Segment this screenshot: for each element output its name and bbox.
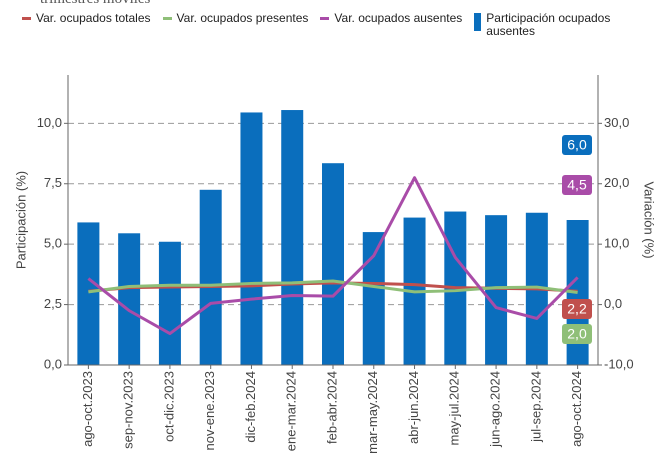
y-axis-title: Participación (%): [13, 171, 28, 269]
y2-tick-label: 10,0: [604, 236, 629, 251]
bar: [281, 110, 304, 366]
line-series: [87, 176, 579, 336]
legend-swatch: [474, 13, 482, 31]
legend: Var. ocupados totales Var. ocupados prese…: [22, 12, 633, 38]
y-tick-label: 5,0: [44, 236, 62, 251]
y-tick-label: 2,5: [44, 296, 62, 311]
legend-item: Var. ocupados ausentes: [320, 12, 462, 25]
x-tick-label: oct-dic.2023: [161, 371, 176, 442]
y-tick-label: 7,5: [44, 175, 62, 190]
x-tick-label: may-jul.2024: [447, 371, 462, 445]
value-label-box: [562, 324, 592, 344]
value-label-box: [562, 175, 592, 195]
legend-item: Var. ocupados totales: [22, 12, 151, 25]
legend-label: Participación ocupados ausentes: [486, 11, 611, 38]
legend-item: Participación ocupados ausentes: [474, 12, 621, 38]
bar: [158, 241, 181, 365]
value-label: 2,2: [567, 301, 587, 317]
bar: [77, 222, 100, 365]
legend-swatch: [22, 17, 31, 20]
y2-tick-label: 30,0: [604, 115, 629, 130]
bar: [485, 215, 508, 365]
bar: [322, 163, 344, 365]
y-tick-label: 10,0: [37, 115, 62, 130]
value-label-box: [562, 135, 592, 155]
x-tick-label: dic-feb.2024: [243, 371, 258, 443]
legend-label: Var. ocupados totales: [36, 11, 151, 25]
bar: [240, 112, 263, 365]
y2-tick-label: 0,0: [604, 296, 622, 311]
y2-axis-title: Variación (%): [642, 181, 657, 258]
x-tick-label: nov-ene.2023: [202, 371, 217, 451]
x-tick-label: ago-oct.2024: [569, 371, 584, 447]
bar: [199, 189, 222, 365]
chart-title: trimestres móviles: [40, 0, 150, 8]
x-tick-label: jun-ago.2024: [488, 371, 503, 448]
x-tick-label: sep-nov.2023: [121, 371, 136, 449]
legend-label: Var. ocupados presentes: [176, 11, 309, 25]
y2-tick-label: 20,0: [604, 175, 629, 190]
value-label: 6,0: [567, 137, 587, 153]
x-tick-label: abr-jun.2024: [406, 371, 421, 444]
legend-swatch: [320, 17, 330, 20]
x-tick-label: mar-may.2024: [365, 371, 380, 454]
value-label: 2,0: [567, 326, 587, 342]
bar: [118, 233, 141, 365]
legend-label: Var. ocupados ausentes: [334, 11, 463, 25]
x-tick-label: feb-abr.2024: [324, 371, 339, 444]
x-tick-label: jul-sep.2024: [528, 371, 543, 443]
value-label: 4,5: [567, 177, 587, 193]
y-tick-label: 0,0: [44, 356, 62, 371]
x-tick-label: ene-mar.2024: [284, 371, 299, 451]
x-tick-label: ago-oct.2023: [80, 371, 95, 447]
value-label-box: [562, 299, 592, 319]
y2-tick-label: -10,0: [604, 356, 634, 371]
legend-swatch: [162, 17, 172, 20]
line-series: [88, 279, 578, 294]
legend-item: Var. ocupados presentes: [162, 11, 309, 25]
bar: [362, 232, 385, 365]
